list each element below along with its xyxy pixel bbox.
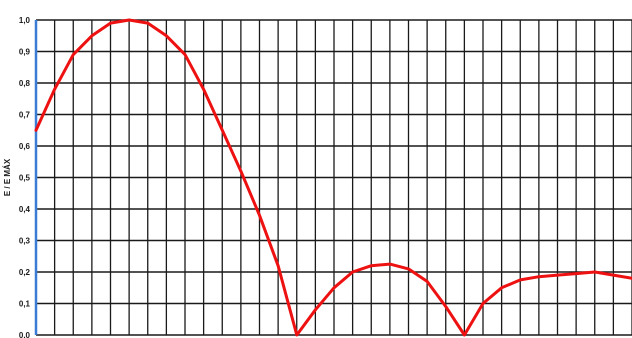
data-point	[500, 286, 503, 289]
data-point	[407, 267, 410, 270]
data-point	[426, 280, 429, 283]
data-point	[370, 264, 373, 267]
data-point	[128, 19, 131, 21]
data-point	[444, 305, 447, 308]
data-point	[575, 272, 578, 275]
y-tick-label: 1,0	[19, 16, 31, 25]
y-tick-label: 0,2	[19, 268, 31, 277]
y-tick-label: 0,6	[19, 142, 31, 151]
data-point	[221, 129, 224, 132]
data-point	[463, 334, 466, 336]
data-point	[90, 34, 93, 37]
data-point	[333, 286, 335, 289]
data-point	[146, 22, 149, 25]
data-point	[277, 264, 280, 267]
y-tick-label: 0,7	[19, 111, 31, 120]
data-point	[351, 271, 354, 273]
y-tick-label: 0,1	[19, 300, 31, 309]
data-point	[612, 274, 615, 277]
data-point	[72, 53, 75, 56]
data-point	[258, 214, 261, 217]
data-point	[519, 278, 522, 281]
y-tick-label: 0,4	[19, 205, 31, 214]
data-point	[388, 263, 391, 266]
data-point	[593, 271, 596, 273]
data-point	[35, 129, 37, 132]
y-tick-label: 0,3	[19, 237, 31, 246]
y-tick-label: 0,5	[19, 174, 31, 183]
data-point	[165, 34, 168, 37]
data-point	[53, 88, 56, 91]
y-tick-labels: 0,0 0,1 0,2 0,3 0,4 0,5 0,6 0,7 0,8 0,9 1,0	[19, 16, 31, 338]
y-tick-label: 0,0	[19, 331, 31, 338]
data-point	[239, 170, 242, 173]
data-point	[109, 22, 112, 25]
data-point	[482, 302, 484, 305]
chart-series	[34, 18, 632, 337]
chart-grid	[36, 19, 632, 336]
y-tick-label: 0,8	[19, 79, 31, 88]
data-point	[295, 334, 298, 336]
data-point	[537, 275, 540, 278]
y-axis-label: E / E MÁX	[3, 158, 12, 196]
data-point	[556, 274, 559, 277]
data-point	[314, 308, 317, 311]
y-tick-label: 0,9	[19, 48, 31, 57]
data-point	[184, 53, 186, 56]
data-point	[202, 88, 205, 91]
